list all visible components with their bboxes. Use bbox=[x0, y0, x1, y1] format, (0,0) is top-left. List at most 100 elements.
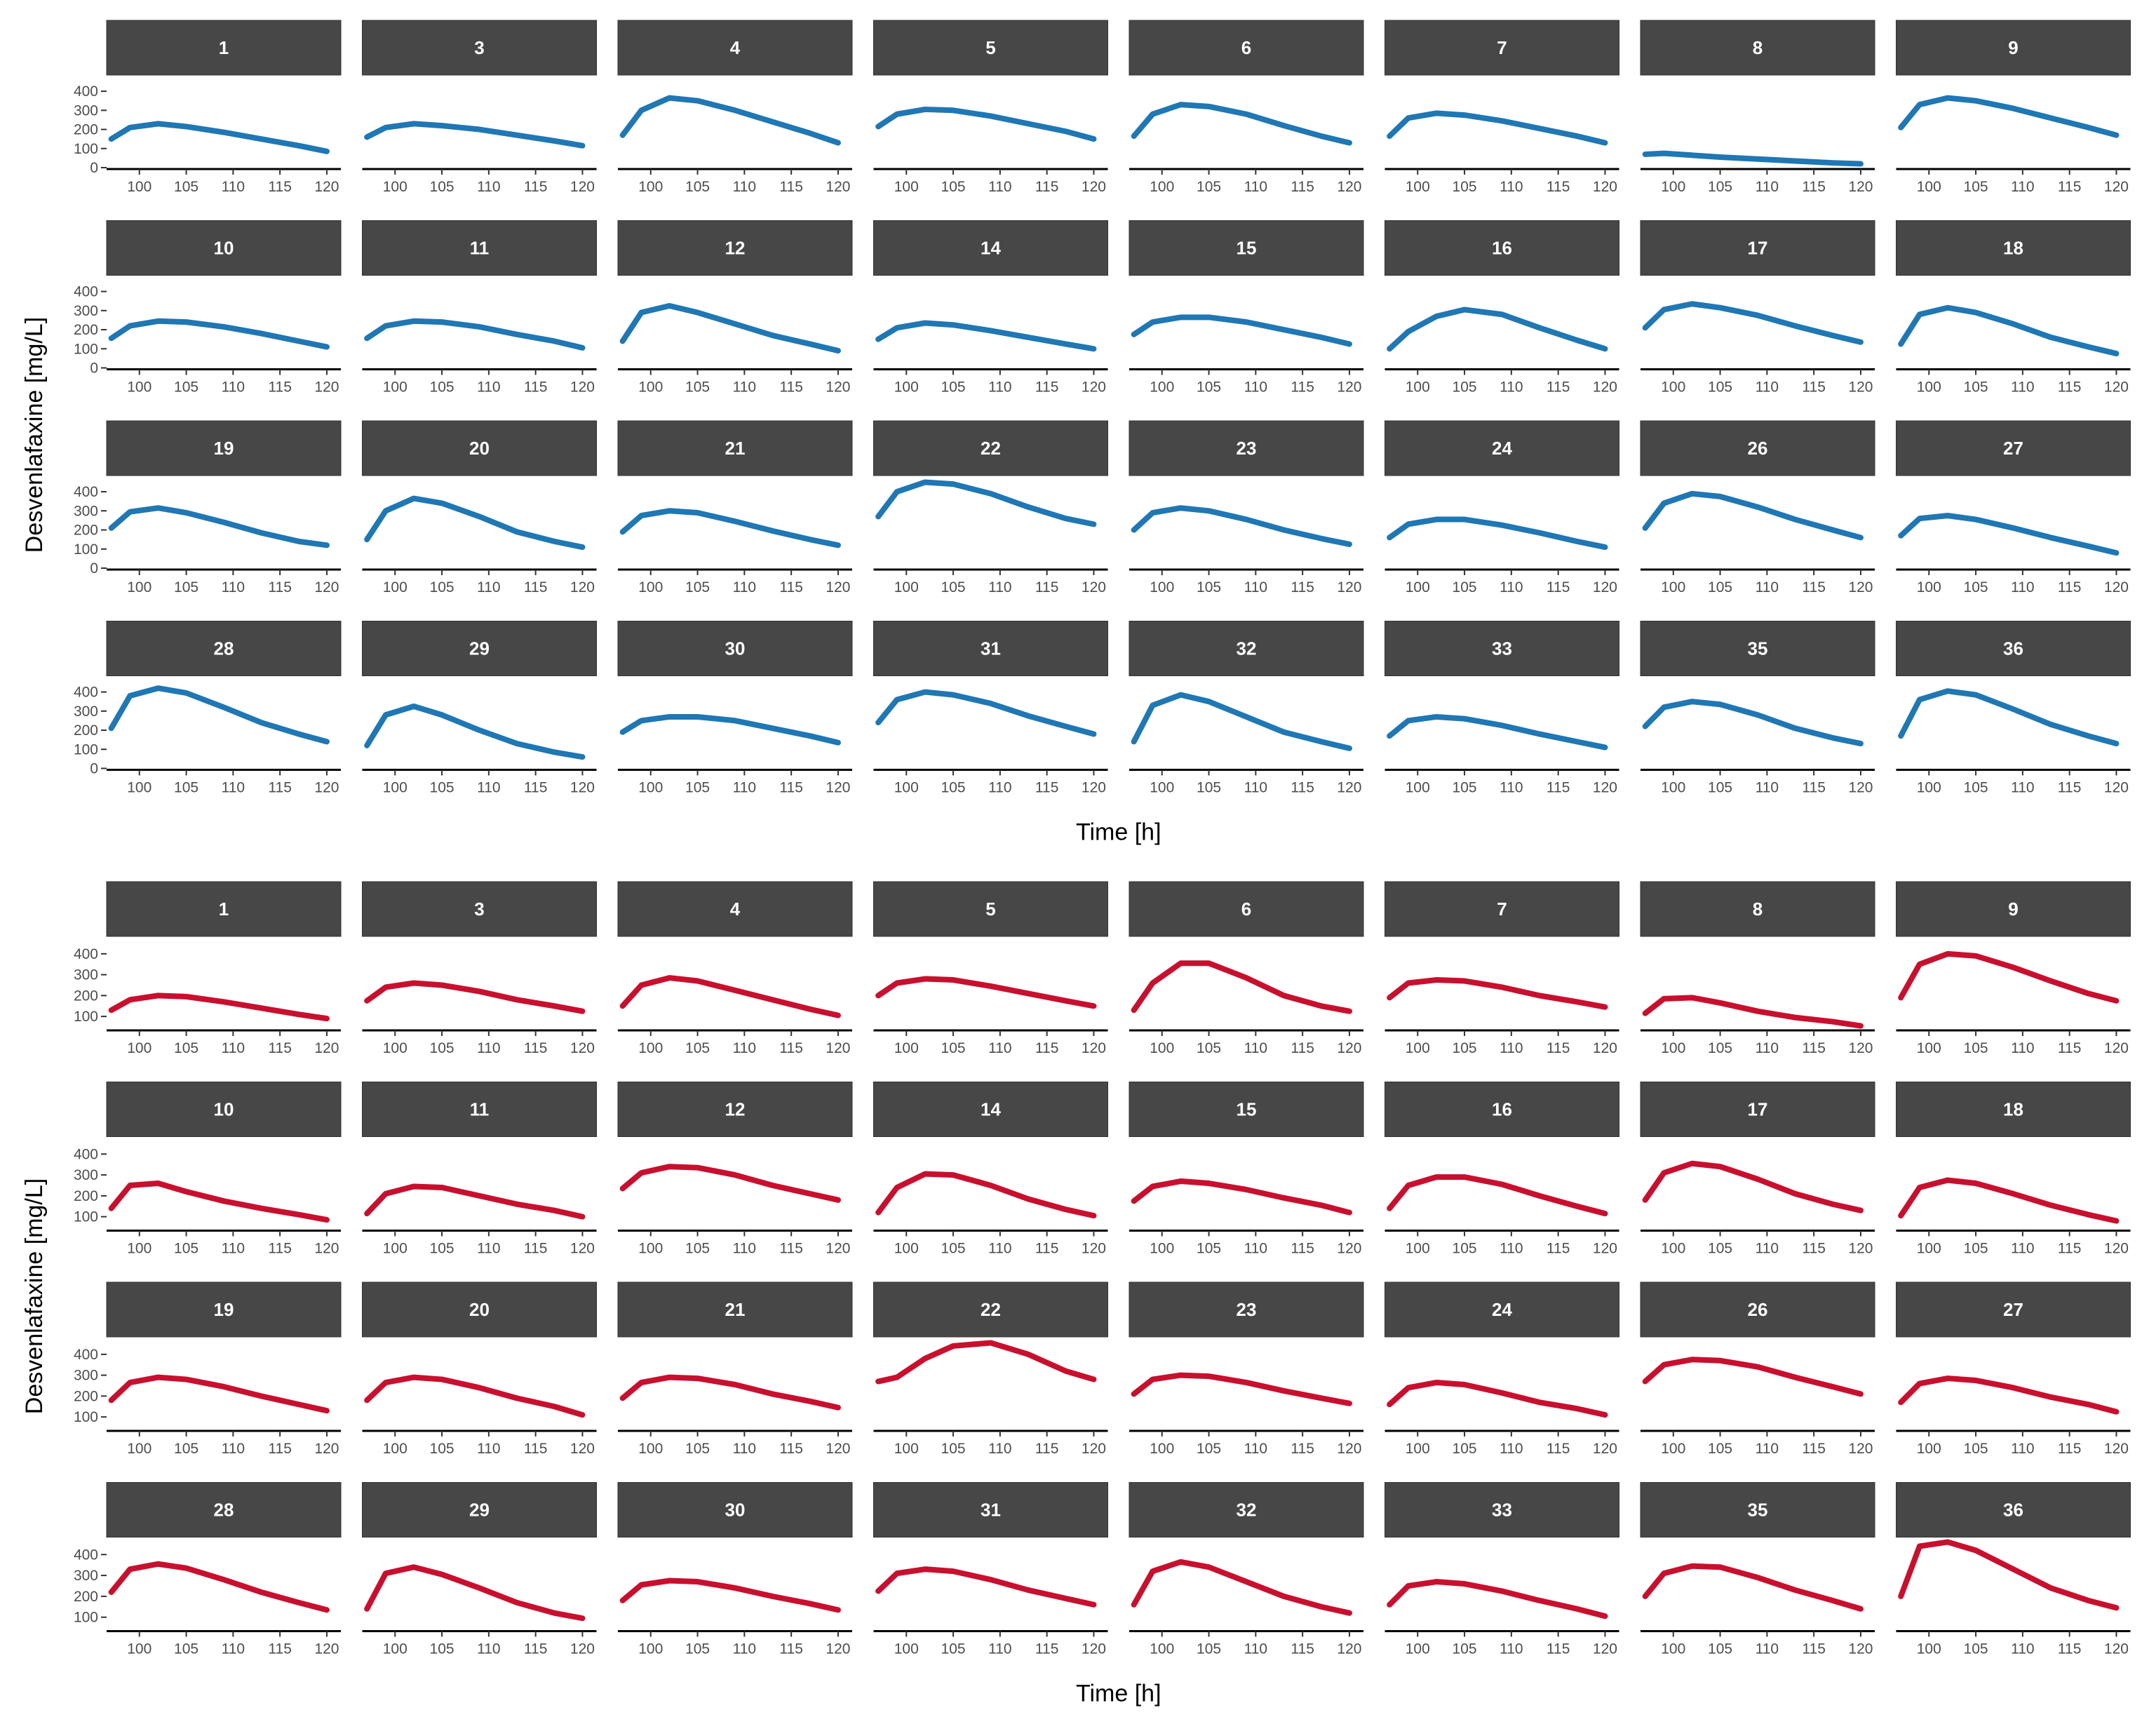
strip-label: 19 bbox=[214, 1299, 234, 1320]
x-tick-label: 110 bbox=[1244, 179, 1267, 195]
strip-label: 17 bbox=[1748, 238, 1768, 259]
x-tick-label: 105 bbox=[174, 780, 198, 796]
curve bbox=[1131, 314, 1352, 347]
x-tick-label: 100 bbox=[1406, 1040, 1430, 1056]
x-tick-label: 110 bbox=[1244, 1241, 1267, 1257]
x-tick-label: 115 bbox=[779, 579, 802, 596]
x-tick-label: 105 bbox=[1453, 780, 1477, 796]
strip-label: 5 bbox=[985, 37, 995, 58]
strip-label: 24 bbox=[1492, 438, 1512, 459]
curve bbox=[1642, 995, 1864, 1029]
x-tick-label: 100 bbox=[383, 1040, 407, 1056]
strip-label: 24 bbox=[1492, 1299, 1512, 1320]
x-tick-label: 100 bbox=[1406, 379, 1430, 396]
x-tick-label: 115 bbox=[268, 379, 291, 396]
curve bbox=[1642, 1357, 1864, 1397]
curve bbox=[108, 1561, 330, 1613]
curve bbox=[1898, 1539, 2120, 1611]
x-tick-label: 110 bbox=[2011, 1641, 2034, 1657]
strip bbox=[1385, 1281, 1619, 1338]
x-tick-label: 115 bbox=[1802, 379, 1825, 396]
x-tick-label: 100 bbox=[1150, 379, 1174, 396]
x-tick-label: 105 bbox=[1964, 379, 1988, 396]
x-tick-label: 110 bbox=[477, 780, 500, 796]
y-tick-label: 200 bbox=[74, 322, 98, 338]
curve bbox=[1642, 150, 1864, 167]
x-tick-label: 115 bbox=[1547, 780, 1570, 796]
x-tick-label: 105 bbox=[685, 1641, 710, 1657]
strip bbox=[1896, 220, 2131, 276]
x-tick-label: 115 bbox=[1802, 1641, 1825, 1657]
curve bbox=[364, 1564, 586, 1622]
strip-label: 4 bbox=[730, 37, 741, 58]
x-tick-label: 115 bbox=[1035, 579, 1058, 596]
x-tick-label: 115 bbox=[524, 179, 547, 195]
x-tick-label: 115 bbox=[779, 179, 802, 195]
x-tick-label: 105 bbox=[1197, 1641, 1221, 1657]
x-tick-label: 120 bbox=[1848, 780, 1873, 796]
strip bbox=[106, 420, 342, 476]
x-tick-label: 110 bbox=[733, 1040, 756, 1056]
x-tick-label: 115 bbox=[268, 1241, 291, 1257]
x-tick-label: 100 bbox=[383, 1241, 407, 1257]
x-tick-label: 110 bbox=[1756, 1040, 1779, 1056]
strip-label: 22 bbox=[981, 438, 1001, 459]
x-tick-label: 115 bbox=[1802, 1040, 1825, 1056]
strip bbox=[1896, 1281, 2131, 1338]
strip-label: 27 bbox=[2003, 438, 2023, 459]
x-tick-label: 105 bbox=[685, 579, 710, 596]
x-tick-label: 100 bbox=[1406, 1441, 1430, 1457]
x-tick-label: 110 bbox=[1244, 1441, 1267, 1457]
x-tick-label: 120 bbox=[826, 780, 850, 796]
x-tick-label: 100 bbox=[1917, 780, 1941, 796]
x-tick-label: 110 bbox=[1500, 1441, 1523, 1457]
x-tick-label: 105 bbox=[430, 1241, 454, 1257]
curve bbox=[108, 1374, 330, 1414]
x-tick-label: 115 bbox=[1547, 579, 1570, 596]
strip-label: 29 bbox=[469, 1500, 490, 1521]
x-tick-label: 110 bbox=[733, 1241, 756, 1257]
x-tick-label: 110 bbox=[477, 1441, 500, 1457]
strip bbox=[617, 621, 853, 676]
x-tick-label: 115 bbox=[1547, 179, 1570, 195]
x-tick-label: 115 bbox=[1291, 1441, 1314, 1457]
x-tick-label: 105 bbox=[430, 780, 454, 796]
curve bbox=[364, 495, 586, 551]
curve bbox=[875, 689, 1097, 737]
x-tick-label: 100 bbox=[1150, 1241, 1174, 1257]
x-tick-label: 105 bbox=[430, 1441, 454, 1457]
x-tick-label: 115 bbox=[268, 1641, 291, 1657]
curve bbox=[1642, 1160, 1864, 1213]
strip-label: 9 bbox=[2008, 37, 2018, 58]
x-tick-label: 110 bbox=[1500, 179, 1523, 195]
y-tick-label: 200 bbox=[74, 1388, 98, 1404]
strip-label: 22 bbox=[981, 1299, 1001, 1320]
strip bbox=[1640, 20, 1875, 76]
x-tick-label: 110 bbox=[1756, 780, 1779, 796]
x-tick-label: 105 bbox=[685, 1040, 710, 1056]
x-tick-label: 120 bbox=[1337, 780, 1361, 796]
x-tick-label: 110 bbox=[222, 1641, 245, 1657]
curve bbox=[364, 980, 586, 1014]
strip bbox=[1385, 20, 1619, 76]
x-tick-label: 115 bbox=[2058, 379, 2081, 396]
x-tick-label: 120 bbox=[1593, 179, 1617, 195]
x-tick-label: 100 bbox=[127, 1641, 151, 1657]
x-tick-label: 110 bbox=[222, 1241, 245, 1257]
x-tick-label: 100 bbox=[127, 579, 151, 596]
strip-label: 36 bbox=[2003, 638, 2023, 659]
y-tick-label: 100 bbox=[74, 1610, 98, 1626]
curve bbox=[619, 95, 841, 146]
x-tick-label: 105 bbox=[1708, 780, 1732, 796]
x-tick-label: 100 bbox=[894, 579, 919, 596]
strip-label: 20 bbox=[469, 438, 490, 459]
x-tick-label: 120 bbox=[826, 1040, 850, 1056]
curve bbox=[1131, 1178, 1352, 1216]
x-tick-label: 110 bbox=[477, 579, 500, 596]
strip-label: 26 bbox=[1748, 438, 1768, 459]
strip bbox=[106, 220, 342, 276]
y-tick-label: 300 bbox=[74, 102, 98, 119]
x-tick-label: 105 bbox=[685, 179, 710, 195]
y-tick-label: 300 bbox=[74, 967, 98, 983]
